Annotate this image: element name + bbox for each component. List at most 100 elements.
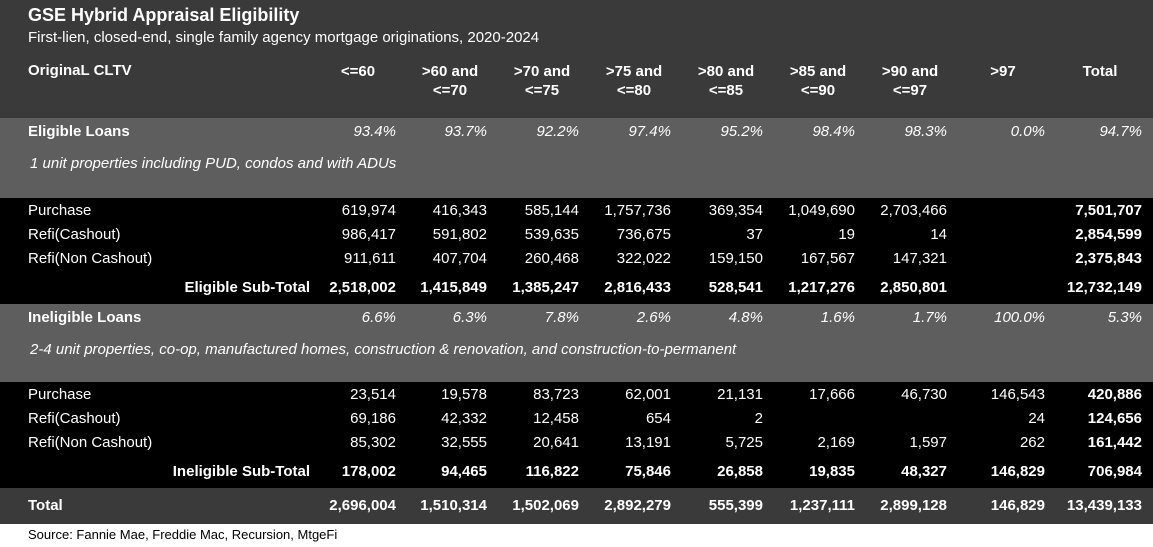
table-subtitle: First-lien, closed-end, single family ag…	[28, 29, 540, 46]
table-cell: 591,802	[432, 226, 487, 243]
table-cell: 19	[838, 226, 855, 243]
table-cell: 19,578	[441, 386, 487, 403]
eligible-pct-cell: 97.4%	[628, 123, 671, 140]
table-cell: 2,854,599	[1075, 226, 1142, 243]
table-cell: 5,725	[725, 434, 763, 451]
subtotal-cell: 528,541	[708, 279, 763, 296]
column-header: >70 and <=75	[513, 63, 571, 99]
table-cell: 13,191	[625, 434, 671, 451]
ineligible-pct-cell: 2.6%	[636, 309, 671, 326]
table-cell: 369,354	[708, 202, 763, 219]
subtotal-cell: 1,385,247	[512, 279, 579, 296]
eligible-pct-cell: 98.3%	[904, 123, 947, 140]
table-cell: 1,049,690	[788, 202, 855, 219]
total-cell: 2,892,279	[604, 497, 671, 514]
total-cell: 1,510,314	[420, 497, 487, 514]
table-cell: 539,635	[524, 226, 579, 243]
ineligible-heading: Ineligible Loans	[28, 309, 142, 326]
eligible-pct-cell: 95.2%	[720, 123, 763, 140]
table-cell: 2,375,843	[1075, 250, 1142, 267]
total-band	[0, 488, 1153, 524]
table-cell: 24	[1028, 410, 1045, 427]
subtotal-cell: 48,327	[901, 463, 947, 480]
table-cell: 986,417	[341, 226, 396, 243]
ineligible-pct-cell: 6.6%	[361, 309, 396, 326]
eligible-pct-cell: 93.4%	[353, 123, 396, 140]
table-cell: 654	[645, 410, 671, 427]
row-label: Refi(Non Cashout)	[28, 434, 153, 451]
table-cell: 159,150	[708, 250, 763, 267]
ineligible-pct-cell: 1.7%	[912, 309, 947, 326]
subtotal-cell: 1,217,276	[788, 279, 855, 296]
total-cell: 1,502,069	[512, 497, 579, 514]
table-title: GSE Hybrid Appraisal Eligibility	[28, 5, 300, 25]
column-header: >90 and <=97	[881, 63, 939, 99]
total-cell: 13,439,133	[1066, 497, 1142, 514]
table-cell: 46,730	[901, 386, 947, 403]
row-label-header: OriginaL CLTV	[28, 62, 132, 79]
table-cell: 420,886	[1087, 386, 1142, 403]
subtotal-cell: 2,518,002	[329, 279, 396, 296]
row-label: Refi(Cashout)	[28, 410, 121, 427]
eligible-rows-band	[0, 198, 1153, 304]
ineligible-pct-cell: 7.8%	[544, 309, 579, 326]
table-cell: 42,332	[441, 410, 487, 427]
subtotal-cell: 26,858	[717, 463, 763, 480]
table-cell: 2	[754, 410, 763, 427]
table-cell: 322,022	[616, 250, 671, 267]
table-cell: 85,302	[350, 434, 396, 451]
table-cell: 260,468	[524, 250, 579, 267]
subtotal-cell: 116,822	[525, 463, 579, 480]
subtotal-cell: 19,835	[809, 463, 855, 480]
subtotal-cell: 146,829	[990, 463, 1045, 480]
eligible-description: 1 unit properties including PUD, condos …	[30, 155, 397, 172]
table-cell: 911,611	[344, 250, 396, 267]
column-header: >80 and <=85	[697, 63, 755, 99]
column-header: >85 and <=90	[789, 63, 847, 99]
eligible-pct-cell: 0.0%	[1010, 123, 1045, 140]
subtotal-cell: 178,002	[341, 463, 396, 480]
table-cell: 147,321	[892, 250, 947, 267]
table-cell: 23,514	[350, 386, 396, 403]
row-label: Purchase	[28, 202, 92, 219]
total-cell: 146,829	[990, 497, 1045, 514]
eligible-pct-cell: 92.2%	[536, 123, 579, 140]
subtotal-cell: 12,732,149	[1066, 279, 1142, 296]
ineligible-pct-cell: 4.8%	[728, 309, 763, 326]
total-label: Total	[28, 497, 63, 514]
subtotal-cell: 2,850,801	[880, 279, 947, 296]
column-header: >60 and <=70	[421, 63, 479, 99]
row-label: Refi(Cashout)	[28, 226, 121, 243]
subtotal-cell: 706,984	[1087, 463, 1142, 480]
ineligible-pct-cell: 6.3%	[452, 309, 487, 326]
row-label: Purchase	[28, 386, 92, 403]
table-cell: 83,723	[533, 386, 579, 403]
source-note: Source: Fannie Mae, Freddie Mac, Recursi…	[28, 527, 338, 542]
subtotal-cell: 1,415,849	[420, 279, 487, 296]
table-cell: 262	[1019, 434, 1045, 451]
table-cell: 20,641	[533, 434, 579, 451]
subtotal-cell: 2,816,433	[604, 279, 671, 296]
ineligible-band	[0, 304, 1153, 382]
row-label: Refi(Non Cashout)	[28, 250, 153, 267]
table-cell: 736,675	[616, 226, 671, 243]
total-cell: 555,399	[708, 497, 763, 514]
table-cell: 1,597	[909, 434, 947, 451]
ineligible-pct-cell: 1.6%	[820, 309, 855, 326]
eligible-band	[0, 118, 1153, 198]
table-cell: 2,169	[817, 434, 855, 451]
table-cell: 12,458	[533, 410, 579, 427]
subtotal-cell: 94,465	[441, 463, 487, 480]
table-cell: 14	[930, 226, 947, 243]
ineligible-rows-band	[0, 382, 1153, 488]
eligible-pct-cell: 94.7%	[1099, 123, 1142, 140]
total-cell: 2,696,004	[329, 497, 396, 514]
eligible-pct-cell: 93.7%	[444, 123, 487, 140]
ineligible-pct-cell: 5.3%	[1107, 309, 1142, 326]
table-cell: 2,703,466	[880, 202, 947, 219]
subtotal-label: Ineligible Sub-Total	[172, 463, 310, 480]
table-cell: 619,974	[341, 202, 396, 219]
column-header: >75 and <=80	[605, 63, 663, 99]
table-cell: 161,442	[1087, 434, 1142, 451]
table-cell: 416,343	[432, 202, 487, 219]
